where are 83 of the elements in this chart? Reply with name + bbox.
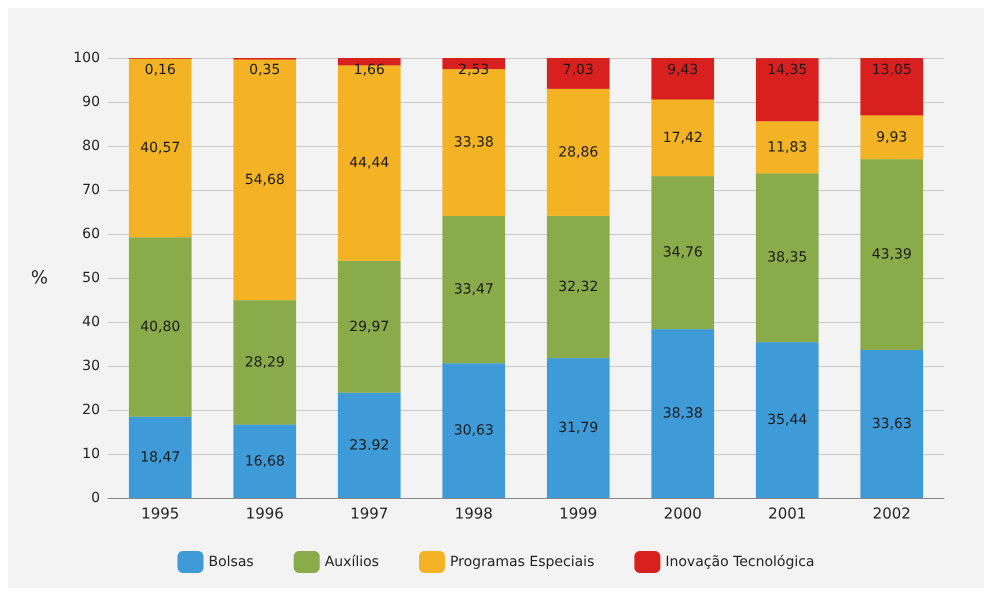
bar bbox=[233, 300, 296, 425]
bar bbox=[233, 60, 296, 300]
bar bbox=[338, 65, 401, 261]
data-label: 31,79 bbox=[558, 420, 598, 436]
data-label: 35,44 bbox=[767, 412, 808, 428]
bar bbox=[756, 342, 819, 498]
data-label: 40,57 bbox=[140, 140, 180, 156]
bar bbox=[546, 58, 610, 89]
y-tick-label: 20 bbox=[82, 402, 100, 418]
y-tick-label: 60 bbox=[82, 226, 100, 242]
bar bbox=[651, 329, 714, 498]
data-label: 38,38 bbox=[662, 406, 703, 422]
x-tick-label: 1995 bbox=[141, 504, 180, 522]
y-tick-label: 30 bbox=[82, 358, 100, 374]
data-label: 54,68 bbox=[244, 172, 285, 188]
data-label: 1,66 bbox=[354, 62, 385, 78]
bar bbox=[756, 173, 819, 342]
data-label: 38,35 bbox=[767, 250, 808, 266]
data-label: 30,63 bbox=[454, 422, 494, 439]
bar bbox=[860, 115, 924, 160]
data-label: 11,83 bbox=[767, 139, 808, 156]
x-tick-label: 2001 bbox=[768, 504, 806, 522]
x-tick-label: 2000 bbox=[664, 504, 702, 522]
data-label: 16,68 bbox=[244, 453, 285, 470]
legend-label: Programas Especiais bbox=[450, 554, 594, 570]
data-label: 28,86 bbox=[558, 144, 598, 160]
data-label: 14,35 bbox=[767, 62, 808, 78]
x-tick-label: 1996 bbox=[246, 504, 284, 522]
legend-label: Bolsas bbox=[208, 554, 254, 570]
data-label: 9,43 bbox=[667, 62, 698, 78]
bar bbox=[233, 424, 296, 498]
x-tick-label: 1997 bbox=[350, 504, 388, 522]
data-label: 34,76 bbox=[662, 244, 703, 261]
data-label: 0,35 bbox=[249, 62, 280, 78]
data-label: 28,29 bbox=[244, 354, 285, 370]
bar bbox=[860, 350, 924, 498]
bar bbox=[651, 176, 714, 330]
bar bbox=[338, 58, 401, 66]
bar bbox=[338, 260, 401, 393]
bar bbox=[442, 363, 506, 498]
bar bbox=[128, 237, 192, 417]
data-label: 23.92 bbox=[349, 437, 390, 454]
bar bbox=[651, 100, 714, 176]
bar bbox=[756, 121, 819, 174]
x-tick-label: 1998 bbox=[454, 504, 493, 522]
data-label: 0,16 bbox=[144, 62, 176, 78]
bar bbox=[860, 58, 924, 116]
y-tick-label: 10 bbox=[82, 446, 100, 462]
data-label: 29,97 bbox=[349, 318, 390, 335]
x-tick-label: 2002 bbox=[872, 504, 911, 522]
y-tick-label: 100 bbox=[73, 50, 100, 66]
data-label: 44,44 bbox=[349, 155, 390, 172]
data-label: 33,38 bbox=[454, 134, 494, 151]
y-tick-label: 0 bbox=[91, 490, 100, 506]
bar bbox=[860, 159, 924, 350]
y-tick-label: 70 bbox=[82, 182, 100, 198]
bar bbox=[546, 88, 610, 216]
legend-label: Auxílios bbox=[324, 554, 379, 570]
bar bbox=[338, 392, 401, 498]
data-label: 33,63 bbox=[872, 416, 912, 432]
data-label: 18,47 bbox=[140, 449, 180, 466]
data-label: 32,32 bbox=[558, 279, 598, 296]
y-tick-label: 80 bbox=[82, 138, 100, 154]
y-tick-label: 50 bbox=[82, 270, 100, 286]
bar bbox=[128, 416, 192, 498]
y-tick-label: 90 bbox=[82, 94, 100, 110]
bar bbox=[442, 216, 506, 364]
bar bbox=[546, 216, 610, 358]
data-label: 7,03 bbox=[562, 62, 594, 78]
bar bbox=[651, 58, 714, 100]
x-tick-label: 1999 bbox=[559, 504, 598, 522]
bar bbox=[128, 58, 192, 238]
data-label: 17,42 bbox=[662, 130, 703, 146]
data-label: 33,47 bbox=[454, 282, 494, 298]
y-axis-title: % bbox=[30, 268, 48, 288]
y-tick-label: 40 bbox=[82, 314, 100, 330]
data-label: 9,93 bbox=[876, 129, 908, 146]
bar bbox=[546, 358, 610, 498]
legend-label: Inovação Tecnológica bbox=[665, 554, 815, 570]
data-label: 43,39 bbox=[872, 246, 912, 263]
data-label: 13,05 bbox=[872, 62, 912, 78]
bar bbox=[756, 58, 819, 122]
data-label: 40,80 bbox=[140, 318, 180, 335]
